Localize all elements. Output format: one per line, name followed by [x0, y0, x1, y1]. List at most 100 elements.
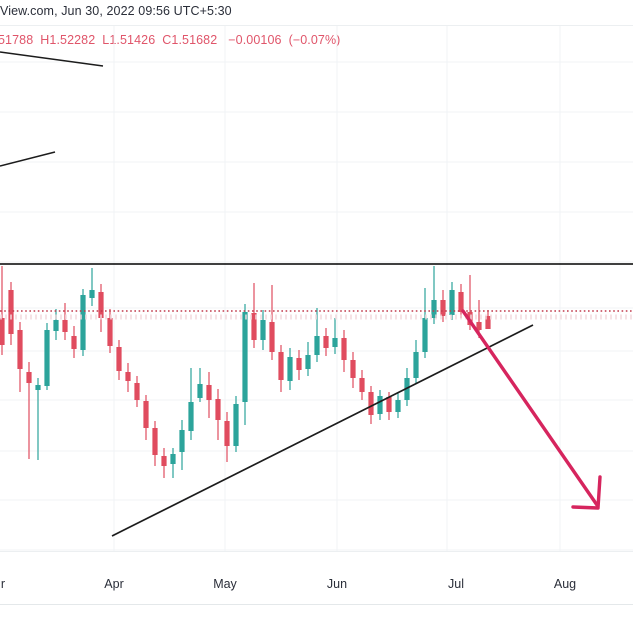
arrow-shaft — [461, 309, 599, 507]
candle[interactable] — [242, 304, 248, 425]
candle[interactable] — [0, 266, 5, 355]
candle[interactable] — [422, 288, 428, 358]
candle[interactable] — [296, 350, 302, 380]
candle[interactable] — [485, 310, 491, 329]
candle[interactable] — [26, 362, 32, 459]
x-axis-tick-aug: Aug — [553, 577, 577, 591]
candle-body — [143, 401, 149, 428]
candle-body — [440, 300, 446, 316]
candle-body — [314, 336, 320, 355]
x-axis-tick-jul: Jul — [448, 577, 464, 591]
candle[interactable] — [35, 378, 41, 460]
candle[interactable] — [359, 370, 365, 400]
candle[interactable] — [17, 322, 23, 392]
candle-body — [386, 397, 392, 412]
candle-body — [431, 300, 437, 318]
candle-body — [71, 336, 77, 349]
candle[interactable] — [98, 284, 104, 332]
breakdown-projection-arrow[interactable] — [461, 309, 602, 510]
candle[interactable] — [188, 368, 194, 440]
candle-body — [296, 358, 302, 370]
candle[interactable] — [80, 289, 86, 356]
x-axis-tick-may: May — [213, 577, 237, 591]
candle[interactable] — [287, 348, 293, 390]
arrow-head-icon — [571, 475, 602, 510]
candle[interactable] — [179, 420, 185, 470]
candlestick-series[interactable] — [0, 266, 491, 478]
candle[interactable] — [440, 290, 446, 322]
ohlc-high-label: H — [40, 33, 50, 47]
upper-panel-line-2[interactable] — [0, 151, 56, 167]
candle[interactable] — [341, 330, 347, 372]
candle-body — [395, 400, 401, 412]
ascending-support-trendline[interactable] — [111, 324, 534, 537]
candle[interactable] — [206, 372, 212, 418]
candle-body — [332, 338, 338, 347]
candle-body — [107, 318, 113, 346]
candle[interactable] — [233, 396, 239, 452]
candle[interactable] — [170, 448, 176, 478]
candle[interactable] — [224, 412, 230, 462]
ohlc-high-value: 1.52282 — [49, 33, 96, 47]
ohlc-close-label: C — [162, 33, 172, 47]
candle[interactable] — [89, 268, 95, 306]
upper-panel-line-1[interactable] — [0, 51, 104, 67]
ohlc-low-label: L — [102, 33, 110, 47]
candle[interactable] — [161, 448, 167, 478]
candle-body — [80, 295, 86, 350]
candle[interactable] — [8, 282, 14, 345]
candle-body — [215, 399, 221, 420]
candle-body — [161, 456, 167, 466]
x-axis-band — [0, 551, 633, 605]
chart-attribution: View.com, Jun 30, 2022 09:56 UTC+5:30 — [0, 4, 232, 18]
candle-body — [485, 316, 491, 329]
candle[interactable] — [269, 285, 275, 360]
candle-body — [35, 385, 41, 390]
ohlc-change-value: −0.00106 — [228, 33, 282, 47]
candle[interactable] — [260, 310, 266, 350]
candle[interactable] — [116, 340, 122, 380]
drawing-tools-layer[interactable] — [0, 51, 633, 537]
ohlc-change-percent: (−0.07%) — [288, 33, 341, 47]
candle[interactable] — [278, 345, 284, 392]
candle[interactable] — [44, 323, 50, 390]
x-axis-tick-apr: Apr — [104, 577, 124, 591]
candle[interactable] — [62, 303, 68, 340]
ohlc-legend[interactable]: 51788 H1.52282 L1.51426 C1.51682 −0.00106 (−0… — [0, 33, 347, 47]
candle[interactable] — [323, 328, 329, 356]
candle[interactable] — [53, 309, 59, 340]
candle[interactable] — [125, 363, 131, 392]
candle[interactable] — [332, 318, 338, 354]
candle-body — [224, 421, 230, 446]
candle[interactable] — [197, 368, 203, 402]
candle[interactable] — [305, 342, 311, 376]
candle-body — [278, 352, 284, 380]
candle[interactable] — [134, 376, 140, 407]
candle-body — [305, 355, 311, 369]
candle[interactable] — [215, 389, 221, 440]
candle[interactable] — [395, 392, 401, 418]
candle[interactable] — [413, 340, 419, 384]
candle[interactable] — [368, 386, 374, 424]
candle-body — [359, 378, 365, 392]
candle[interactable] — [431, 266, 437, 324]
candle[interactable] — [449, 282, 455, 320]
candle-body — [188, 402, 194, 431]
candle-body — [242, 312, 248, 402]
candle[interactable] — [71, 326, 77, 358]
candle-body — [449, 290, 455, 315]
candle[interactable] — [458, 284, 464, 318]
candle[interactable] — [251, 283, 257, 348]
candle[interactable] — [377, 390, 383, 420]
candle-body — [350, 360, 356, 378]
ohlc-open-value: 51788 — [0, 33, 34, 47]
candle[interactable] — [152, 421, 158, 466]
x-axis-tick-jun: Jun — [326, 577, 348, 591]
candle[interactable] — [350, 352, 356, 388]
candle-body — [323, 336, 329, 348]
candle-body — [341, 338, 347, 360]
candle-body — [368, 392, 374, 415]
candle[interactable] — [143, 395, 149, 440]
